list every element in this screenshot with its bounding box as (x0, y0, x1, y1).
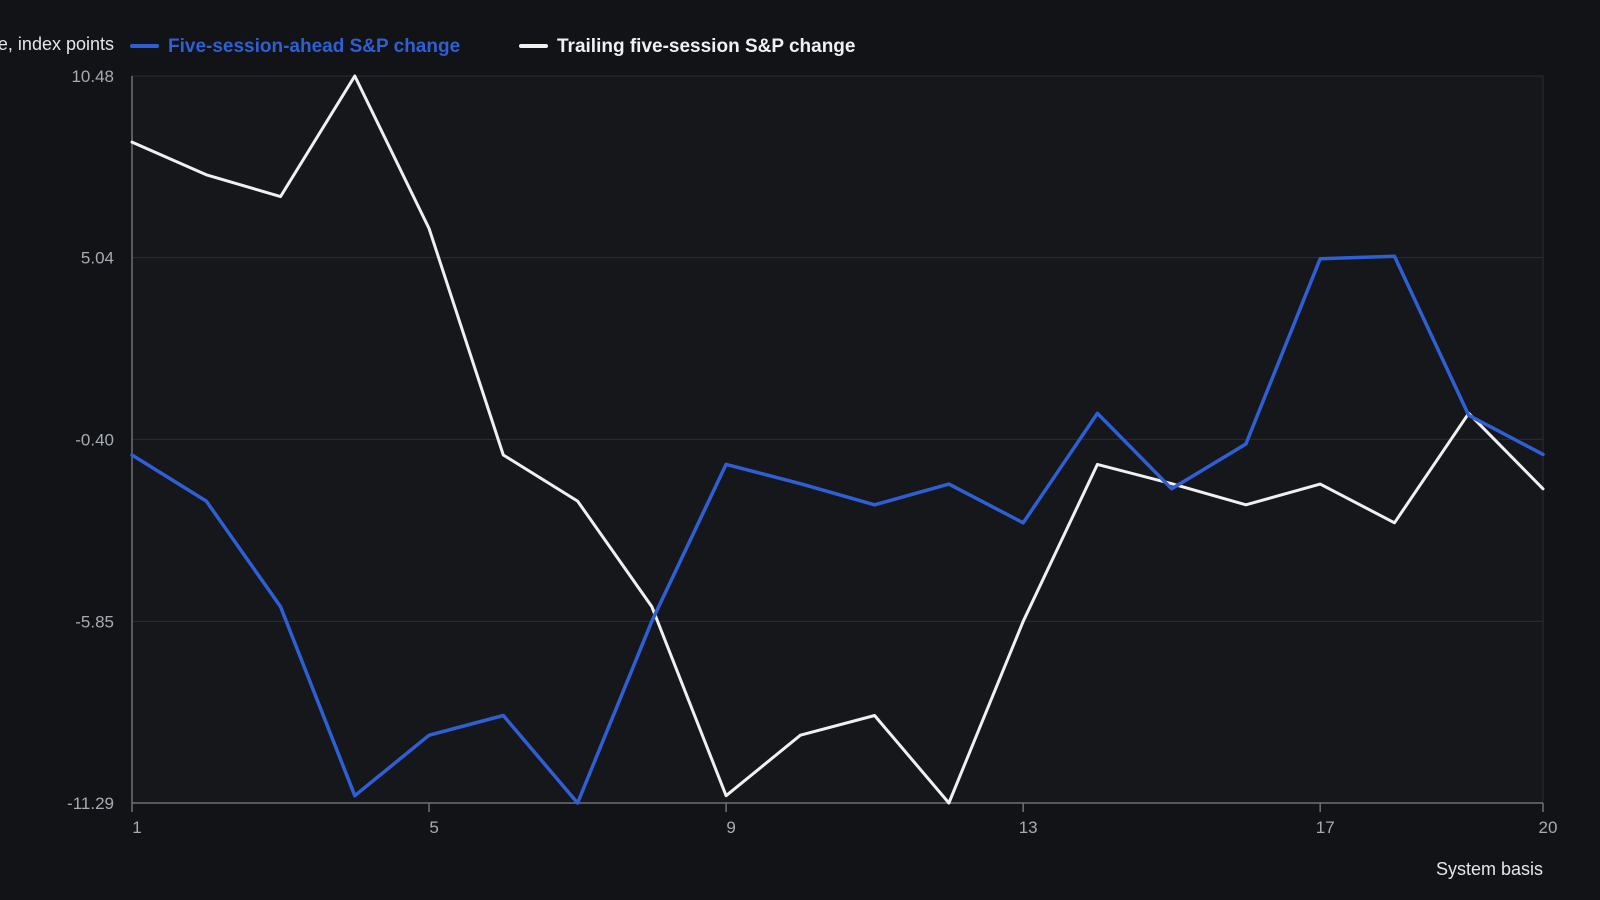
legend-item-ahead[interactable]: Five-session-ahead S&P change (130, 36, 460, 57)
legend-label-trailing: Trailing five-session S&P change (557, 36, 855, 57)
x-tick-label: 20 (1539, 818, 1558, 837)
legend: Five-session-ahead S&P change Trailing f… (130, 36, 855, 57)
series-line-trailing[interactable] (130, 74, 1545, 805)
x-tick-label: 13 (1019, 818, 1038, 837)
y-tick-label: -11.29 (67, 794, 114, 813)
y-tick-label: -5.85 (75, 612, 114, 631)
y-tick-label: 10.48 (71, 67, 114, 86)
legend-item-trailing[interactable]: Trailing five-session S&P change (519, 36, 855, 57)
x-tick-label: 9 (726, 818, 735, 837)
legend-swatch-trailing (519, 44, 548, 48)
legend-swatch-ahead (130, 44, 159, 48)
series-line-ahead[interactable] (130, 254, 1545, 805)
y-tick-label: -0.40 (75, 430, 114, 449)
axes (131, 76, 1544, 812)
x-axis-title: System basis (1436, 859, 1543, 879)
x-tick-label: 1 (132, 818, 141, 837)
x-tick-label: 5 (429, 818, 438, 837)
y-axis-title: Change, index points (0, 34, 114, 54)
y-tick-label: 5.04 (81, 249, 114, 268)
x-tick-label: 17 (1316, 818, 1335, 837)
series-lines (130, 74, 1545, 805)
axis-labels: 10.48 5.04 -0.40 -5.85 -11.29 1 5 9 13 17 20 (67, 67, 1557, 837)
legend-label-ahead: Five-session-ahead S&P change (168, 36, 460, 57)
